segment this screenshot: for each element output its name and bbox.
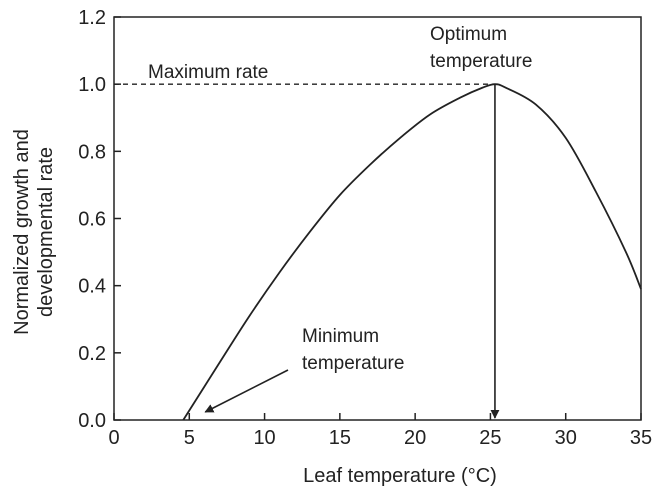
optimum-temperature-label-line-1: Optimum [430,24,507,45]
x-axis-title: Leaf temperature (°C) [303,465,497,487]
x-tick-label: 10 [253,427,275,449]
x-tick-label: 15 [329,427,351,449]
curve-layer [182,83,642,421]
annotation-layer [114,83,500,419]
optimum-temperature-label-line-2: temperature [430,51,532,72]
x-tick-label: 35 [630,427,652,449]
y-tick-label: 0.4 [78,276,106,298]
x-tick-label: 0 [108,427,119,449]
minimum-temperature-label-line-1: Minimum [302,326,379,347]
y-axis-ticks: 0.0 0.2 0.4 0.6 0.8 1.0 1.2 [78,7,121,432]
y-axis-title-line-1: Normalized growth and [11,129,33,335]
minimum-temperature-arrow [204,369,289,413]
y-axis-title-line-2: developmental rate [35,147,57,317]
y-tick-label: 1.0 [78,74,106,96]
x-axis-ticks: 0 5 10 15 20 25 30 35 [108,413,652,449]
y-tick-label: 0.6 [78,209,106,231]
maximum-rate-label: Maximum rate [148,62,268,83]
growth-rate-curve [182,83,642,421]
y-tick-label: 0.0 [78,410,106,432]
x-tick-label: 20 [404,427,426,449]
x-tick-label: 5 [184,427,195,449]
y-tick-label: 1.2 [78,7,106,29]
x-tick-label: 25 [479,427,501,449]
y-tick-label: 0.8 [78,141,106,163]
x-tick-label: 30 [555,427,577,449]
y-tick-label: 0.2 [78,343,106,365]
minimum-temperature-label-line-2: temperature [302,353,404,374]
